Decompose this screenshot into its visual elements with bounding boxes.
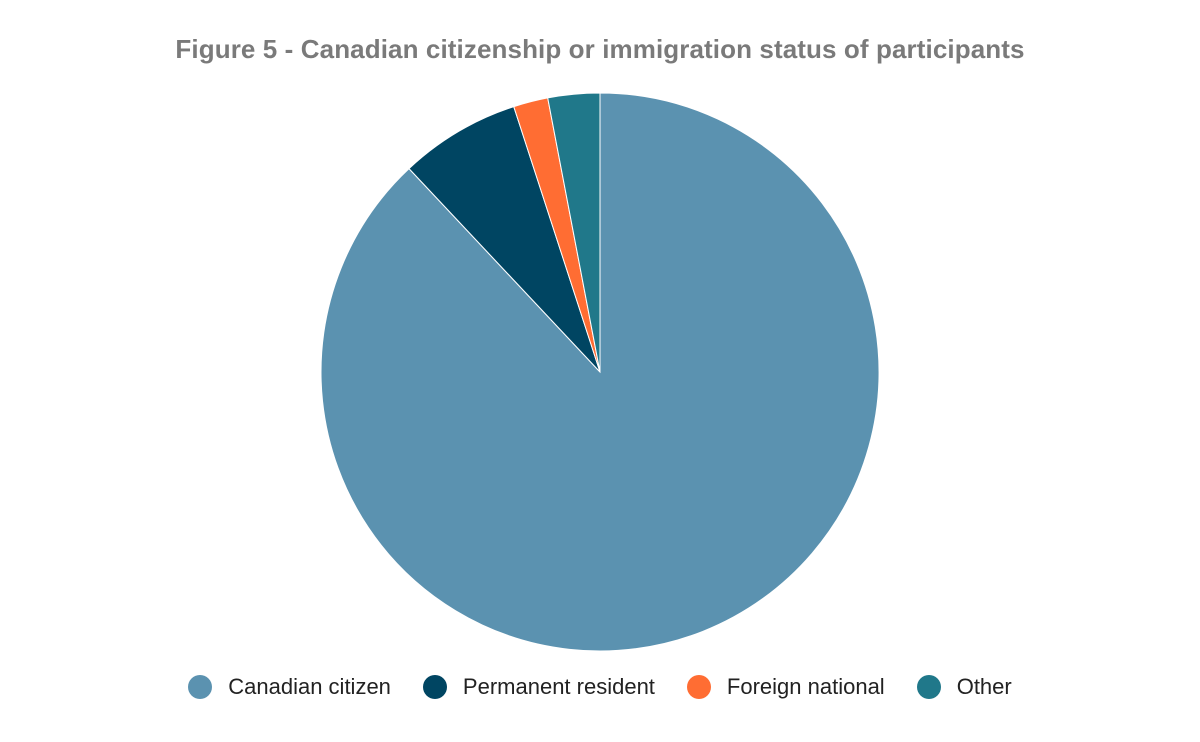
- chart-title: Figure 5 - Canadian citizenship or immig…: [175, 34, 1025, 64]
- pie-slice-permanent-resident: [408, 106, 601, 373]
- legend-label-canadian-citizen: Canadian citizen: [228, 674, 391, 699]
- legend-item-other: Other: [916, 674, 1012, 700]
- legend-marker-other: [916, 675, 941, 699]
- legend-item-permanent-resident: Permanent resident: [422, 674, 655, 700]
- legend-label-other: Other: [956, 674, 1012, 699]
- chart-legend: Canadian citizen Permanent resident Foreig…: [0, 674, 1200, 700]
- legend-item-canadian-citizen: Canadian citizen: [188, 674, 391, 700]
- legend-marker-canadian-citizen: [188, 675, 213, 699]
- legend-marker-foreign-national: [686, 675, 711, 699]
- pie-slices: [320, 92, 880, 652]
- legend-label-foreign-national: Foreign national: [726, 674, 885, 699]
- pie-slice-other: [547, 92, 601, 373]
- legend-label-permanent-resident: Permanent resident: [462, 674, 655, 699]
- legend-marker-permanent-resident: [422, 675, 447, 699]
- legend-item-foreign-national: Foreign national: [686, 674, 885, 700]
